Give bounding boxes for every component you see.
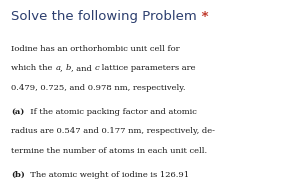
Text: which the: which the — [11, 64, 55, 73]
Text: (a): (a) — [11, 108, 25, 116]
Text: The atomic weight of iodine is 126.91: The atomic weight of iodine is 126.91 — [25, 171, 189, 179]
Text: (b): (b) — [11, 171, 25, 179]
Text: c: c — [95, 64, 99, 73]
Text: Iodine has an orthorhombic unit cell for: Iodine has an orthorhombic unit cell for — [11, 45, 180, 53]
Text: 0.479, 0.725, and 0.978 nm, respectively.: 0.479, 0.725, and 0.978 nm, respectively… — [11, 84, 186, 92]
Text: lattice parameters are: lattice parameters are — [99, 64, 196, 73]
Text: , and: , and — [71, 64, 95, 73]
Text: b: b — [66, 64, 71, 73]
Text: termine the number of atoms in each unit cell.: termine the number of atoms in each unit… — [11, 147, 208, 155]
Text: *: * — [197, 10, 209, 23]
Text: ,: , — [60, 64, 66, 73]
Text: If the atomic packing factor and atomic: If the atomic packing factor and atomic — [25, 108, 196, 116]
Text: a: a — [55, 64, 60, 73]
Text: Solve the following Problem: Solve the following Problem — [11, 10, 197, 23]
Text: radius are 0.547 and 0.177 nm, respectively, de-: radius are 0.547 and 0.177 nm, respectiv… — [11, 127, 215, 135]
